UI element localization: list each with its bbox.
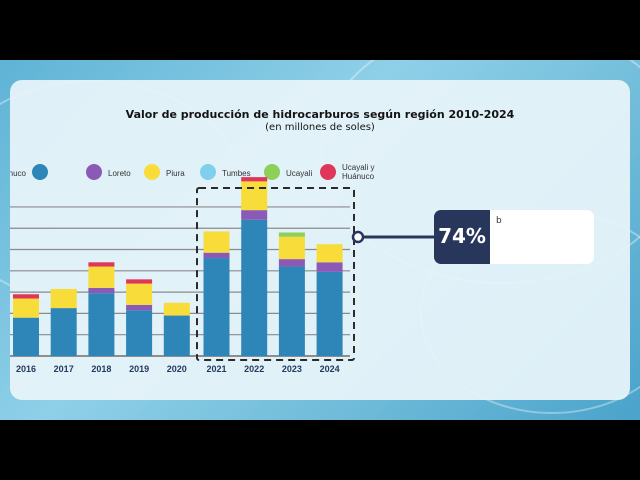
bar-segment-2023 — [278, 232, 305, 237]
bar-segment-2022 — [241, 210, 268, 220]
bar-segment-2023 — [278, 236, 305, 260]
callout-percent-panel: 74% — [434, 210, 490, 264]
bar-segment-2024 — [316, 262, 343, 272]
x-tick-label: 2017 — [54, 364, 74, 374]
bar-segment-2021 — [203, 252, 230, 259]
bar-segment-2016 — [13, 294, 39, 299]
bar-segment-2021 — [203, 258, 230, 356]
letterbox-top — [0, 0, 640, 60]
legend-label: Piura — [166, 169, 185, 178]
legend-label: uánuco — [0, 169, 27, 178]
legend-label: Tumbes — [222, 169, 251, 178]
bar-segment-2020 — [163, 315, 190, 356]
legend-label: Loreto — [108, 169, 131, 178]
legend-swatch — [320, 164, 336, 180]
bar-segment-2022 — [241, 177, 268, 182]
chart-subtitle: (en millones de soles) — [265, 122, 375, 133]
x-tick-label: 2021 — [206, 364, 226, 374]
bar-segment-2016 — [13, 298, 39, 318]
callout-percent: 74% — [438, 224, 486, 248]
text-cursor-icon: b — [496, 216, 502, 226]
legend-swatch — [144, 164, 160, 180]
x-tick-label: 2020 — [167, 364, 187, 374]
bar-segment-2022 — [241, 219, 268, 356]
legend-swatch — [32, 164, 48, 180]
legend-label: Huánuco — [342, 172, 375, 181]
bar-segment-2018 — [88, 266, 115, 288]
bar-segment-2022 — [241, 181, 268, 211]
bar-segment-2021 — [203, 231, 230, 253]
x-tick-label: 2016 — [16, 364, 36, 374]
bar-segment-2018 — [88, 287, 115, 294]
bar-segment-2019 — [126, 310, 153, 356]
x-tick-label: 2023 — [282, 364, 302, 374]
legend-label: Ucayali y — [342, 163, 374, 172]
bar-segment-2016 — [13, 317, 39, 356]
legend-swatch — [200, 164, 216, 180]
highlight-box — [196, 187, 355, 361]
bar-segment-2018 — [88, 293, 115, 356]
chart-title: Valor de producción de hidrocarburos seg… — [125, 108, 515, 121]
bar-segment-2024 — [316, 244, 343, 263]
legend-swatch — [86, 164, 102, 180]
bar-segment-2018 — [88, 262, 115, 267]
bar-segment-2023 — [278, 259, 305, 267]
x-tick-label: 2018 — [91, 364, 111, 374]
legend-label: Ucayali — [286, 169, 312, 178]
bar-segment-2017 — [50, 308, 77, 356]
callout-box: 74% b — [434, 210, 594, 264]
x-tick-label: 2024 — [320, 364, 340, 374]
x-tick-label: 2022 — [244, 364, 264, 374]
bar-segment-2017 — [50, 288, 77, 309]
connector-dot — [351, 230, 365, 244]
bar-segment-2019 — [126, 304, 153, 311]
bar-segment-2023 — [278, 266, 305, 356]
letterbox-bottom — [0, 420, 640, 480]
bar-segment-2024 — [316, 271, 343, 356]
bar-segment-2020 — [163, 302, 190, 316]
x-tick-label: 2019 — [129, 364, 149, 374]
bar-segment-2019 — [126, 279, 153, 284]
bar-segment-2019 — [126, 283, 153, 305]
legend-swatch — [264, 164, 280, 180]
